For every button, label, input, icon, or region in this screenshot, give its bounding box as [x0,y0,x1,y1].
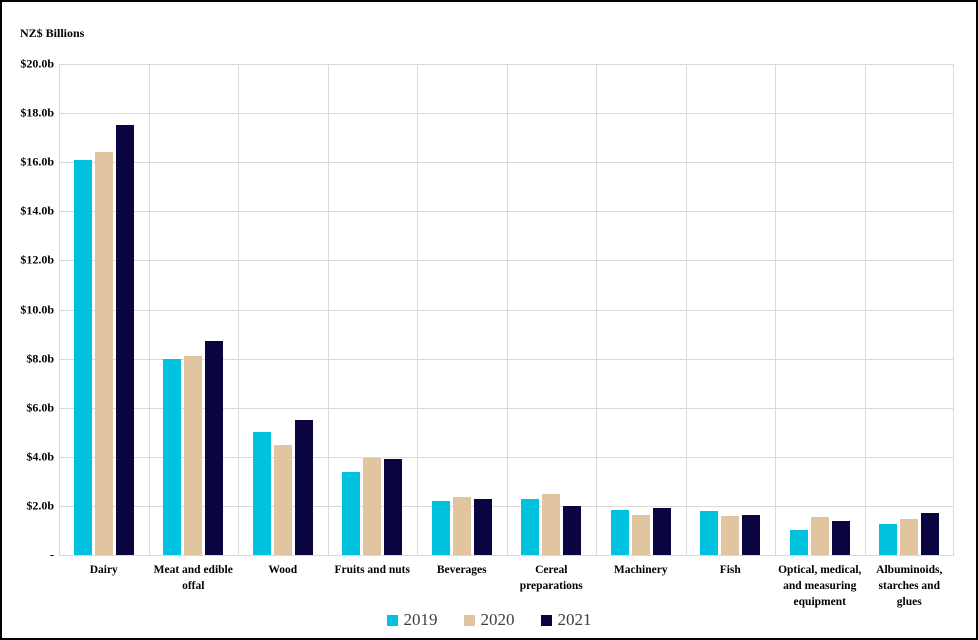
legend-item-2021: 2021 [540,610,592,630]
x-category-label: Cereal preparations [519,564,583,593]
bar-2021-cereal [563,505,582,555]
bar-2019-albuminoids [879,524,898,555]
x-category-label: Albuminoids, starches and glues [876,564,943,609]
bar-2019-meat [163,358,182,555]
bar-2020-fish [721,515,740,555]
bar-2021-meat [205,341,224,555]
bar-2019-beverages [431,501,450,555]
bar-2020-wood [273,444,292,555]
legend-label: 2021 [557,610,592,629]
x-category-label: Beverages [436,564,487,576]
bar-2020-machinery [631,514,650,555]
x-category-label: Wood [268,564,298,576]
x-category-label: Dairy [89,564,118,576]
bar-2020-meat [184,356,203,555]
bar-2019-cereal [521,498,540,555]
legend-swatch-icon [463,614,475,626]
y-tick-label: - [50,547,54,562]
vertical-gridline [238,64,239,555]
bar-2020-albuminoids [900,519,919,555]
x-category-label: Meat and edible offal [153,564,233,593]
vertical-gridline [417,64,418,555]
y-axis-line [59,64,60,555]
legend-item-2020: 2020 [463,610,515,630]
vertical-gridline [506,64,508,555]
bar-2020-dairy [94,152,113,555]
bar-2020-beverages [452,497,471,555]
legend-swatch-icon [386,614,398,626]
bar-2021-beverages [473,498,492,555]
vertical-gridline [864,64,866,555]
bar-2021-optical [831,520,850,555]
vertical-gridline [148,64,150,555]
y-tick-label: $16.0b [20,154,54,169]
y-tick-label: $14.0b [20,203,54,218]
bar-2021-machinery [652,508,671,555]
bar-2020-fruits [363,458,382,555]
vertical-gridline [953,64,954,555]
bar-2021-dairy [115,125,134,555]
legend-label: 2020 [480,610,515,629]
x-category-label: Fish [719,564,741,576]
x-category-label: Fruits and nuts [334,564,410,576]
bar-2021-albuminoids [921,513,940,555]
vertical-gridline [685,64,687,555]
bar-2021-fruits [384,459,403,555]
x-category-label: Optical, medical, and measuring equipmen… [778,564,862,609]
vertical-gridline [775,64,776,555]
bar-2019-dairy [73,159,92,555]
y-tick-label: $6.0b [26,400,54,415]
y-tick-label: $4.0b [26,449,54,464]
x-category-label: Machinery [613,564,668,576]
bar-2021-fish [742,514,761,555]
y-tick-label: $20.0b [20,56,54,71]
y-tick-label: $10.0b [20,302,54,316]
plot-area [59,64,954,556]
bar-2020-optical [810,516,829,555]
bar-2021-wood [294,419,313,555]
legend-swatch-icon [540,614,552,626]
x-axis-line [59,555,954,556]
bar-2019-fruits [342,471,361,555]
legend-item-2019: 2019 [386,610,438,630]
y-tick-label: $12.0b [20,252,54,267]
legend-label: 2019 [403,610,438,629]
bar-2019-optical [789,530,808,555]
vertical-gridline [327,64,329,555]
x-axis: Dairy Meat and edible offal Wood Fruits and… [59,562,954,632]
y-tick-label: $2.0b [26,498,54,513]
chart-title: NZ$ Billions [20,26,85,40]
y-axis: - $2.0b $4.0b $6.0b $8.0b $10.0b $12.0b $14.0b $… [2,57,54,562]
bar-2019-machinery [610,509,629,555]
legend: 2019 2020 2021 [2,610,976,630]
y-tick-label: $18.0b [20,105,54,120]
vertical-gridline [596,64,597,555]
y-tick-label: $8.0b [26,351,54,366]
bar-2019-wood [252,432,271,555]
bar-2020-cereal [542,493,561,555]
bar-2019-fish [700,510,719,555]
